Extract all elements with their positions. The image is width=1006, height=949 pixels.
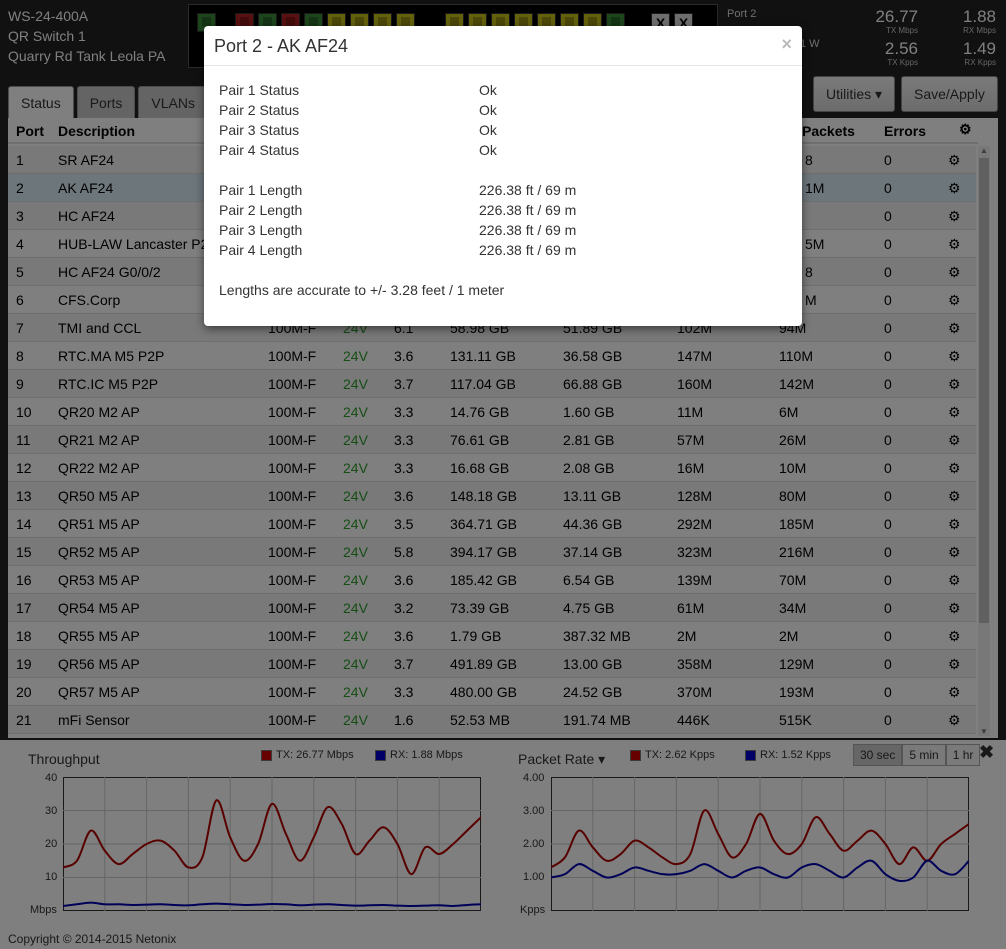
pair-status-list: Pair 1 Status Ok Pair 2 Status Ok Pair 3 Sta… [219,82,787,162]
modal-body: Pair 1 Status Ok Pair 2 Status Ok Pair 3 Sta… [204,66,802,318]
modal-header: Port 2 - AK AF24 × [204,26,802,66]
pair-length-label: Pair 3 Length [219,222,303,238]
pair-status-label: Pair 2 Status [219,102,300,118]
modal-title: Port 2 - AK AF24 [214,36,349,56]
pair-length-label: Pair 2 Length [219,202,303,218]
pair-status-row: Pair 3 Status Ok [219,122,787,142]
pair-length-label: Pair 4 Length [219,242,303,258]
pair-status-value: Ok [479,142,497,158]
pair-status-label: Pair 4 Status [219,142,300,158]
cable-test-modal: Port 2 - AK AF24 × Pair 1 Status Ok Pair 2… [204,26,802,326]
accuracy-note: Lengths are accurate to +/- 3.28 feet / … [219,282,787,302]
pair-status-row: Pair 1 Status Ok [219,82,787,102]
pair-length-row: Pair 2 Length 226.38 ft / 69 m [219,202,787,222]
pair-length-row: Pair 1 Length 226.38 ft / 69 m [219,182,787,202]
pair-length-value: 226.38 ft / 69 m [479,222,577,238]
pair-status-label: Pair 3 Status [219,122,300,138]
modal-close-icon[interactable]: × [781,34,792,54]
pair-length-value: 226.38 ft / 69 m [479,182,577,198]
pair-status-label: Pair 1 Status [219,82,300,98]
pair-length-list: Pair 1 Length 226.38 ft / 69 m Pair 2 Leng… [219,182,787,262]
pair-length-row: Pair 4 Length 226.38 ft / 69 m [219,242,787,262]
pair-status-row: Pair 2 Status Ok [219,102,787,122]
pair-length-value: 226.38 ft / 69 m [479,202,577,218]
pair-status-value: Ok [479,102,497,118]
pair-length-value: 226.38 ft / 69 m [479,242,577,258]
pair-status-row: Pair 4 Status Ok [219,142,787,162]
pair-length-label: Pair 1 Length [219,182,303,198]
pair-status-value: Ok [479,122,497,138]
pair-length-row: Pair 3 Length 226.38 ft / 69 m [219,222,787,242]
pair-status-value: Ok [479,82,497,98]
accuracy-note-text: Lengths are accurate to +/- 3.28 feet / … [219,282,505,298]
